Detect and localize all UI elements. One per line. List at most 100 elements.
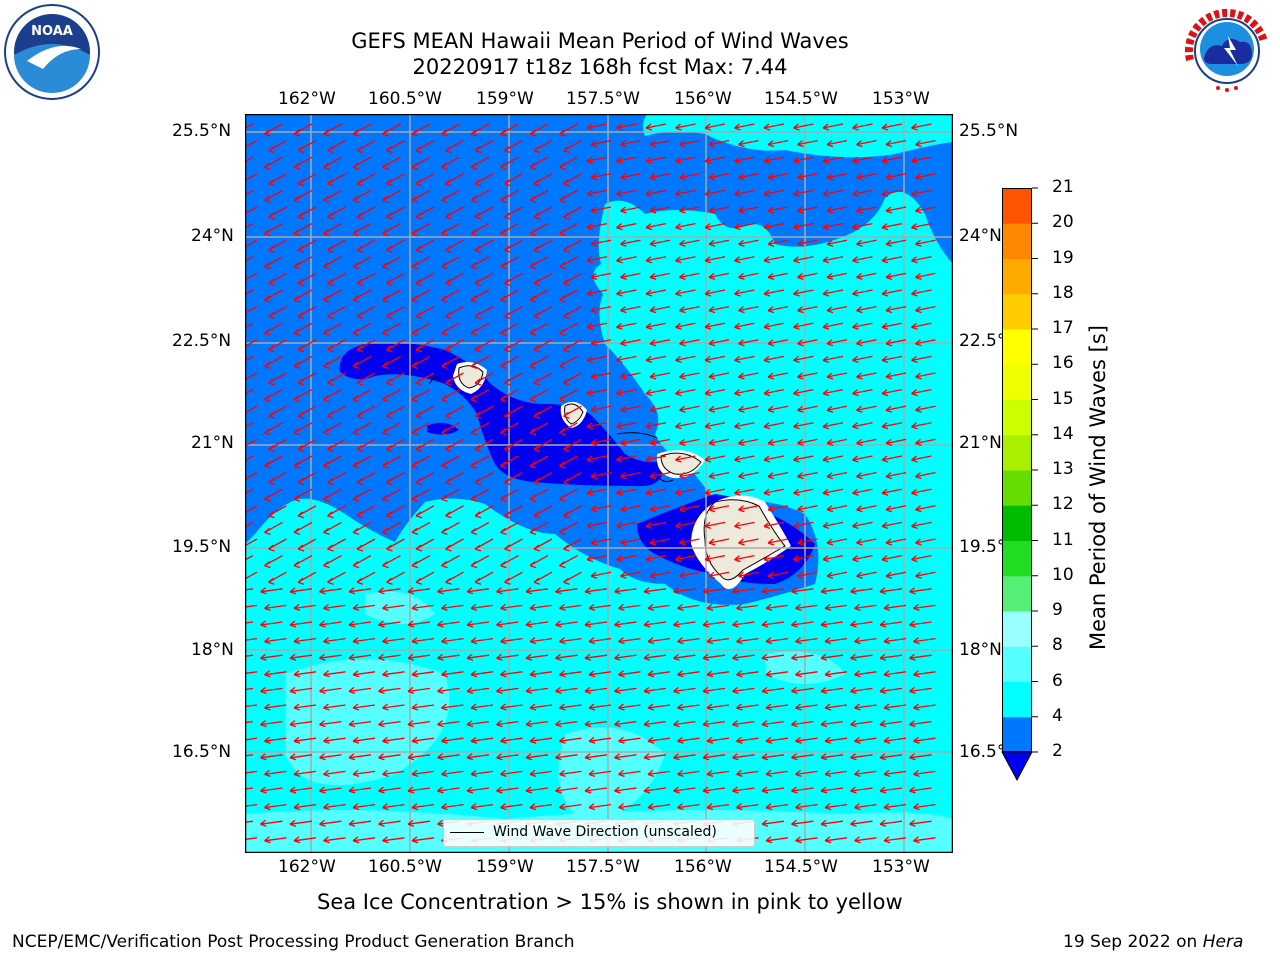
wind-wave-arrow: [559, 389, 578, 403]
wind-wave-arrow: [797, 505, 818, 513]
wind-wave-arrow: [297, 372, 317, 386]
wind-wave-arrow: [504, 140, 523, 154]
wind-wave-arrow: [352, 555, 372, 569]
wind-wave-arrow: [525, 587, 549, 595]
wind-wave-arrow: [732, 753, 755, 761]
wind-wave-arrow: [909, 587, 932, 595]
wind-wave-arrow: [879, 720, 903, 728]
wind-wave-arrow: [382, 322, 401, 336]
wind-wave-arrow: [500, 389, 519, 403]
wind-wave-arrow: [679, 571, 700, 579]
wind-wave-arrow: [437, 587, 460, 595]
wind-wave-arrow: [763, 322, 785, 330]
wind-wave-arrow: [616, 422, 637, 430]
wind-wave-arrow: [500, 488, 519, 502]
wind-wave-arrow: [826, 372, 848, 380]
wind-wave-arrow: [675, 156, 696, 164]
legend-line-icon: [450, 832, 484, 833]
footer-date-text: 19 Sep 2022 on: [1063, 932, 1203, 952]
wind-wave-arrow: [382, 156, 401, 170]
wind-wave-arrow: [793, 521, 814, 530]
colorbar-extend-triangle: [1001, 751, 1033, 782]
wind-wave-arrow: [797, 272, 818, 281]
wind-wave-arrow: [881, 455, 903, 463]
wind-wave-arrow: [352, 422, 372, 436]
wind-wave-arrow: [643, 686, 667, 695]
wind-wave-arrow: [323, 836, 346, 844]
wind-wave-arrow: [915, 372, 936, 380]
wind-wave-arrow: [677, 670, 700, 678]
wind-wave-arrow: [913, 670, 936, 678]
wind-wave-arrow: [382, 389, 401, 403]
wind-wave-arrow: [297, 140, 317, 154]
wind-wave-arrow: [533, 206, 553, 220]
wind-wave-arrow: [856, 173, 877, 181]
wind-wave-arrow: [824, 703, 848, 711]
wind-wave-arrow: [588, 603, 612, 612]
wind-wave-arrow: [734, 322, 755, 330]
wind-wave-arrow: [356, 571, 376, 585]
wind-wave-arrow: [824, 836, 848, 844]
wind-wave-arrow: [470, 521, 490, 536]
colorbar-tick-label: 6: [1052, 670, 1063, 691]
wind-wave-arrow: [496, 587, 519, 595]
wind-wave-arrow: [706, 769, 730, 778]
wind-wave-arrow: [470, 123, 490, 137]
wind-wave-arrow: [584, 720, 608, 728]
wind-wave-arrow: [645, 156, 667, 164]
wind-wave-arrow: [245, 588, 254, 591]
wind-wave-arrow: [885, 505, 907, 513]
wind-wave-arrow: [649, 372, 671, 380]
wind-wave-arrow: [386, 538, 405, 552]
wind-wave-arrow: [797, 571, 818, 579]
wind-wave-arrow: [411, 603, 435, 612]
wind-wave-arrow: [563, 405, 582, 419]
wind-wave-arrow: [297, 173, 317, 187]
wind-wave-arrow: [327, 372, 346, 386]
wind-wave-arrow: [445, 206, 464, 220]
wind-wave-arrow: [356, 339, 376, 353]
wind-wave-arrow: [245, 621, 254, 624]
wind-wave-arrow: [411, 670, 435, 678]
wind-wave-arrow: [708, 405, 730, 413]
wind-wave-arrow: [795, 836, 818, 844]
wind-wave-arrow: [323, 223, 342, 237]
wind-wave-arrow: [293, 389, 313, 403]
noaa-logo-icon: NOAA: [3, 3, 101, 105]
wind-wave-arrow: [909, 786, 932, 794]
wind-wave-arrow: [268, 306, 287, 320]
wind-wave-arrow: [761, 819, 785, 827]
wind-wave-arrow: [708, 206, 730, 214]
wind-wave-arrow: [529, 123, 549, 137]
wind-wave-arrow: [411, 223, 431, 237]
wind-wave-arrow: [734, 222, 755, 231]
wind-wave-arrow: [586, 355, 608, 364]
wind-wave-arrow: [260, 753, 283, 761]
wind-wave-arrow: [763, 455, 785, 463]
wind-wave-arrow: [734, 355, 755, 364]
wind-wave-arrow: [620, 305, 641, 314]
wind-wave-arrow: [649, 339, 671, 347]
wind-wave-arrow: [620, 505, 641, 513]
wind-wave-arrow: [323, 603, 346, 612]
wind-wave-arrow: [885, 272, 907, 281]
wind-wave-arrow: [883, 803, 907, 811]
wind-wave-arrow: [245, 156, 254, 163]
map-title: GEFS MEAN Hawaii Mean Period of Wind Wav…: [351, 29, 849, 53]
wind-wave-arrow: [327, 438, 346, 453]
wind-wave-arrow: [850, 686, 873, 695]
colorbar-band: [1002, 293, 1032, 330]
wind-wave-arrow: [679, 305, 700, 314]
colorbar-band: [1002, 470, 1032, 506]
wind-wave-arrow: [883, 670, 907, 678]
wind-wave-arrow: [407, 587, 431, 595]
wind-wave-arrow: [679, 438, 700, 447]
wind-wave-arrow: [763, 189, 785, 198]
wind-wave-arrow: [765, 769, 789, 778]
wind-wave-arrow: [675, 388, 696, 397]
wind-wave-arrow: [563, 339, 582, 353]
wind-wave-arrow: [245, 422, 254, 428]
wind-wave-arrow: [245, 372, 258, 385]
wind-wave-arrow: [588, 769, 612, 778]
wind-wave-arrow: [645, 222, 667, 231]
